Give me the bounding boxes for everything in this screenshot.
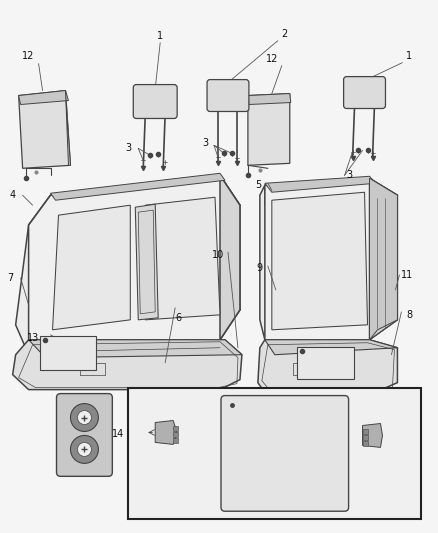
Polygon shape bbox=[16, 175, 240, 355]
Polygon shape bbox=[265, 340, 397, 355]
Ellipse shape bbox=[101, 189, 110, 194]
Polygon shape bbox=[260, 178, 397, 340]
Polygon shape bbox=[265, 178, 370, 340]
Polygon shape bbox=[28, 340, 242, 358]
Text: 7: 7 bbox=[7, 273, 14, 283]
Text: 2: 2 bbox=[282, 29, 288, 39]
Polygon shape bbox=[248, 94, 291, 104]
Text: 9: 9 bbox=[257, 263, 263, 273]
Polygon shape bbox=[28, 175, 240, 355]
Ellipse shape bbox=[171, 188, 179, 193]
Bar bbox=[173, 432, 178, 438]
FancyBboxPatch shape bbox=[207, 79, 249, 111]
Circle shape bbox=[78, 442, 92, 456]
Polygon shape bbox=[155, 421, 177, 445]
Text: 1: 1 bbox=[157, 31, 163, 41]
Polygon shape bbox=[370, 178, 397, 340]
Text: 8: 8 bbox=[406, 310, 413, 320]
Polygon shape bbox=[28, 175, 240, 233]
Polygon shape bbox=[53, 205, 130, 330]
Ellipse shape bbox=[81, 190, 89, 195]
Ellipse shape bbox=[151, 189, 159, 193]
Text: 12: 12 bbox=[265, 54, 278, 63]
Text: 14: 14 bbox=[112, 430, 124, 440]
Text: 13: 13 bbox=[26, 333, 39, 343]
Text: 3: 3 bbox=[125, 143, 131, 154]
Polygon shape bbox=[19, 91, 68, 104]
Text: 3: 3 bbox=[202, 139, 208, 148]
Text: 6: 6 bbox=[175, 313, 181, 323]
Circle shape bbox=[71, 435, 99, 463]
Polygon shape bbox=[13, 340, 242, 390]
Text: 10: 10 bbox=[212, 250, 224, 260]
Polygon shape bbox=[265, 178, 397, 205]
FancyBboxPatch shape bbox=[343, 77, 385, 109]
Circle shape bbox=[71, 403, 99, 432]
Text: 1: 1 bbox=[406, 51, 413, 61]
Polygon shape bbox=[370, 178, 397, 340]
Polygon shape bbox=[145, 197, 220, 320]
Ellipse shape bbox=[341, 184, 349, 189]
Polygon shape bbox=[66, 91, 71, 165]
Text: 5: 5 bbox=[255, 180, 261, 190]
FancyBboxPatch shape bbox=[133, 85, 177, 118]
FancyBboxPatch shape bbox=[57, 393, 112, 477]
Ellipse shape bbox=[296, 184, 304, 189]
Text: 13: 13 bbox=[324, 350, 336, 360]
FancyBboxPatch shape bbox=[297, 347, 353, 378]
Polygon shape bbox=[135, 204, 158, 320]
Bar bbox=[363, 430, 367, 434]
Polygon shape bbox=[220, 175, 240, 340]
Text: 15: 15 bbox=[69, 401, 81, 411]
Ellipse shape bbox=[316, 184, 324, 189]
FancyBboxPatch shape bbox=[221, 395, 349, 511]
Bar bbox=[363, 441, 367, 447]
Polygon shape bbox=[258, 340, 397, 393]
Polygon shape bbox=[50, 173, 225, 200]
Text: 4: 4 bbox=[10, 190, 16, 200]
Polygon shape bbox=[265, 176, 375, 192]
FancyBboxPatch shape bbox=[128, 387, 421, 519]
FancyBboxPatch shape bbox=[39, 336, 96, 370]
Circle shape bbox=[78, 410, 92, 424]
Text: 12: 12 bbox=[22, 51, 35, 61]
Bar bbox=[173, 426, 178, 432]
Polygon shape bbox=[248, 94, 290, 165]
Polygon shape bbox=[272, 192, 367, 330]
Text: 11: 11 bbox=[401, 270, 413, 280]
Polygon shape bbox=[363, 424, 382, 447]
Bar bbox=[363, 435, 367, 440]
Polygon shape bbox=[19, 91, 71, 168]
Text: 3: 3 bbox=[346, 170, 353, 180]
Bar bbox=[173, 439, 178, 443]
